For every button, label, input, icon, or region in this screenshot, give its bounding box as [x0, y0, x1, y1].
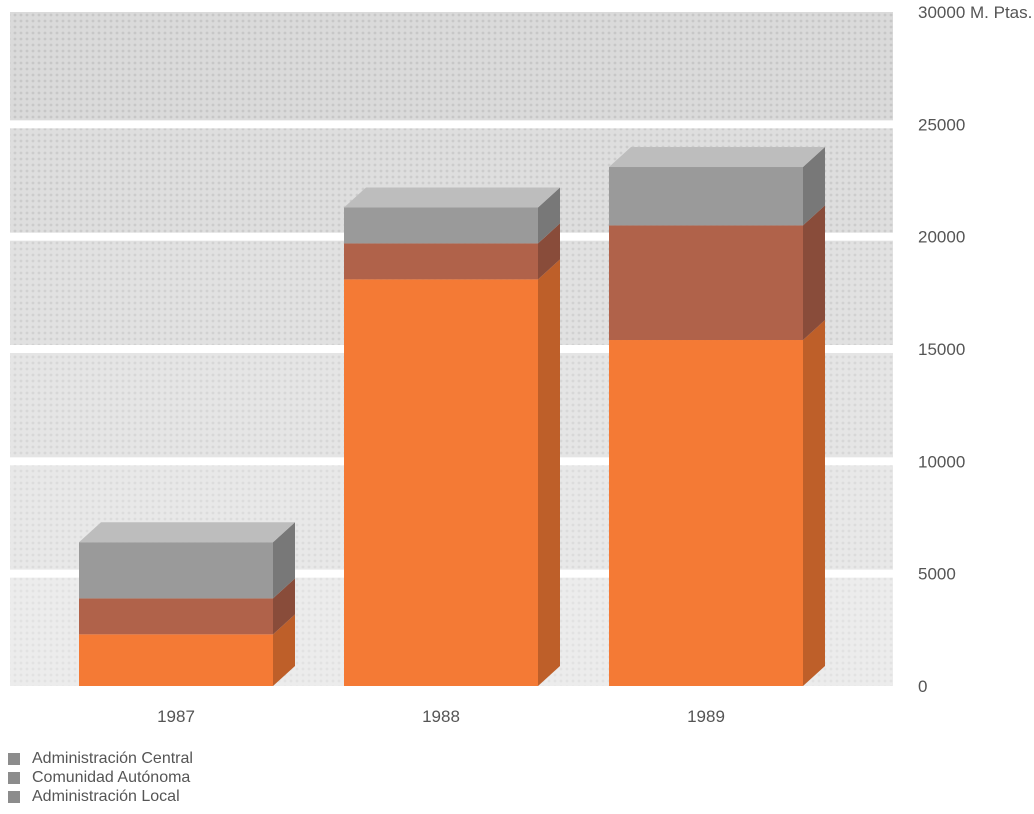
bar-segment [344, 207, 538, 244]
legend-label: Comunidad Autónoma [32, 768, 191, 786]
y-tick-label: 30000 M. Ptas. [918, 3, 1032, 22]
bar-top-face [609, 147, 825, 168]
legend-swatch [8, 771, 20, 784]
y-tick-label: 0 [918, 677, 927, 696]
x-tick-label: 1987 [157, 707, 195, 726]
plot-band [10, 12, 893, 125]
y-tick-label: 20000 [918, 228, 965, 247]
bar-segment-side [538, 187, 560, 244]
bar-top-face [344, 187, 560, 208]
bar-segment-side [803, 205, 825, 341]
gridline [10, 120, 893, 129]
bar-segment-side [803, 320, 825, 686]
legend-swatch [8, 790, 20, 803]
y-tick-label: 10000 [918, 452, 965, 471]
y-tick-label: 5000 [918, 565, 956, 584]
legend-item-administracion-local: Administración Local [8, 787, 193, 806]
bar-segment [609, 340, 803, 686]
y-tick-label: 25000 [918, 115, 965, 134]
bar-group [79, 147, 825, 686]
legend-item-administracion-central: Administración Central [8, 749, 193, 768]
bar-segment [344, 243, 538, 280]
bar-segment [344, 279, 538, 686]
plot-band-shade [10, 12, 893, 125]
legend-swatch [8, 752, 20, 765]
bar-segment-side [538, 223, 560, 280]
bar-segment [79, 598, 273, 635]
bar-segment [79, 634, 273, 686]
bar-segment-side [273, 522, 295, 599]
legend: Administración Central Comunidad Autónom… [8, 749, 193, 806]
bar-segment [609, 225, 803, 341]
x-tick-label: 1988 [422, 707, 460, 726]
legend-item-comunidad-autonoma: Comunidad Autónoma [8, 768, 193, 787]
y-tick-label: 15000 [918, 340, 965, 359]
bar-segment-side [803, 147, 825, 226]
bar-top-face [79, 522, 295, 543]
axis-labels: 0 5000 10000 15000 20000 25000 30000 M. Ptas. 1… [157, 3, 1032, 726]
bar-segment [79, 542, 273, 599]
bar-segment-side [273, 614, 295, 686]
x-tick-label: 1989 [687, 707, 725, 726]
bar-segment-side [273, 578, 295, 635]
bar-segment-side [538, 259, 560, 686]
legend-label: Administración Central [32, 749, 193, 767]
bar-segment [609, 167, 803, 226]
legend-label: Administración Local [32, 787, 180, 805]
